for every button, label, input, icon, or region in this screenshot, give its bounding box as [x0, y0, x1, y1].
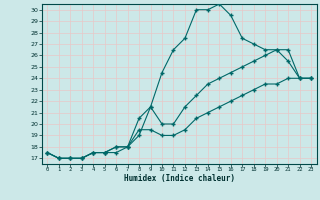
X-axis label: Humidex (Indice chaleur): Humidex (Indice chaleur): [124, 174, 235, 183]
